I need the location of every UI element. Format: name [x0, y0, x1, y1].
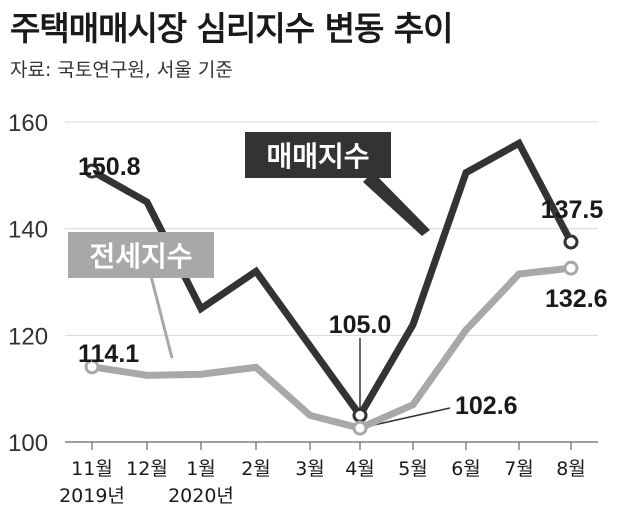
point-marker [352, 420, 368, 436]
x-tick-label: 8월 [556, 458, 586, 480]
y-tick-120: 120 [8, 323, 48, 350]
x-tick-label: 2월 [241, 458, 271, 480]
data-label-137-5: 137.5 [541, 196, 604, 224]
x-tick-label: 6월 [451, 458, 481, 480]
source-note: 자료: 국토연구원, 서울 기준 [10, 59, 233, 81]
x-tick-label: 4월 [345, 458, 375, 480]
data-label-132-6: 132.6 [545, 285, 608, 313]
y-tick-100: 100 [8, 430, 48, 457]
y-tick-140: 140 [8, 217, 48, 244]
legend-leader-jeonse [148, 271, 174, 359]
x-tick-label: 7월 [504, 458, 534, 480]
point-marker [563, 234, 579, 250]
x-tick-label: 5월 [398, 458, 428, 480]
point-marker [84, 163, 100, 179]
legend-label-sale: 매매지수 [266, 140, 369, 173]
x-year-label: 2020년 [168, 485, 234, 507]
series-line-jeonse [91, 264, 572, 432]
data-label-114-1: 114.1 [78, 340, 139, 368]
x-tick-label: 1월 [186, 458, 216, 480]
data-label-105-0: 105.0 [329, 311, 392, 339]
point-marker [352, 407, 368, 423]
legend-box-jeonse [68, 232, 214, 278]
legend-pointer-sale [363, 172, 430, 236]
legend-box-sale [245, 132, 391, 178]
data-label-150-8: 150.8 [78, 153, 141, 181]
point-marker [563, 260, 579, 276]
y-tick-160: 160 [8, 110, 48, 137]
x-year-label: 2019년 [59, 485, 125, 507]
x-tick-label: 11월 [71, 458, 113, 480]
data-label-102-6: 102.6 [455, 392, 518, 420]
x-tick-label: 3월 [295, 458, 325, 480]
legend-label-jeonse: 전세지수 [89, 240, 192, 273]
point-marker [84, 359, 100, 375]
x-tick-label: 12월 [126, 458, 168, 480]
chart-title: 주택매매시장 심리지수 변동 추이 [10, 9, 454, 48]
